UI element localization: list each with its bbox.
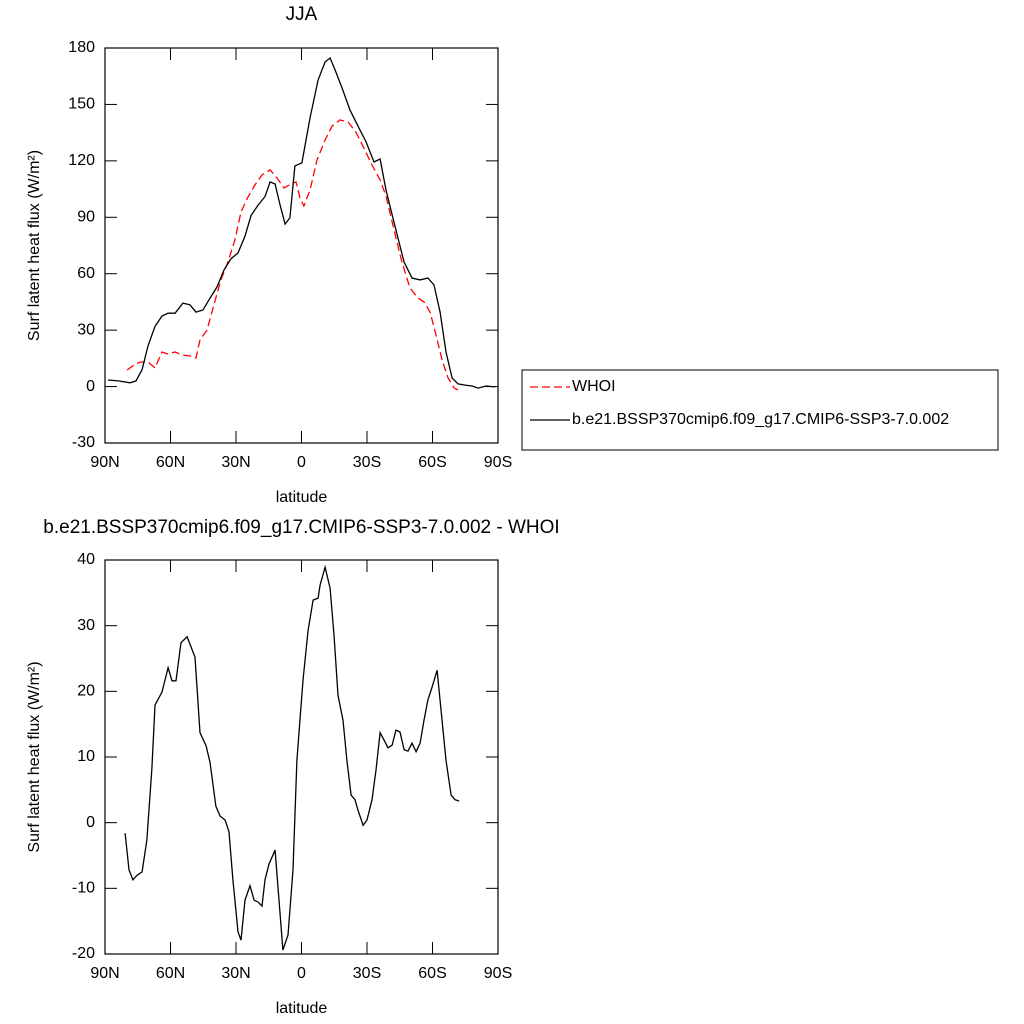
y-tick-label: 150 — [68, 96, 95, 113]
x-tick-label: 90S — [484, 965, 512, 982]
legend-box — [521, 369, 999, 451]
x-tick-label: 0 — [297, 965, 306, 982]
x-tick-label: 90S — [484, 454, 512, 471]
y-tick-label: -20 — [72, 945, 95, 962]
x-tick-label: 0 — [297, 454, 306, 471]
y-axis-label: Surf latent heat flux (W/m²) — [26, 661, 43, 852]
x-tick-label: 60N — [156, 965, 185, 982]
plot-frame — [104, 47, 499, 444]
y-tick-label: 0 — [86, 378, 95, 395]
data-line — [126, 119, 459, 391]
y-tick-label: 40 — [77, 551, 95, 568]
x-axis-label: latitude — [276, 1000, 328, 1017]
x-tick-label: 60N — [156, 454, 185, 471]
legend-label: WHOI — [572, 378, 616, 395]
y-tick-label: 180 — [68, 39, 95, 56]
y-tick-label: 30 — [77, 321, 95, 338]
x-axis-label: latitude — [276, 489, 328, 506]
x-tick-label: 30S — [353, 965, 381, 982]
y-tick-label: -10 — [72, 880, 95, 897]
y-tick-label: 10 — [77, 748, 95, 765]
data-line — [108, 56, 496, 389]
y-tick-label: -30 — [72, 434, 95, 451]
chart-title: b.e21.BSSP370cmip6.f09_g17.CMIP6-SSP3-7.… — [43, 517, 559, 538]
x-tick-label: 90N — [90, 454, 119, 471]
plot-frame — [104, 559, 499, 955]
y-tick-label: 0 — [86, 814, 95, 831]
legend-label: b.e21.BSSP370cmip6.f09_g17.CMIP6-SSP3-7.… — [572, 411, 949, 428]
chart-title: JJA — [286, 4, 318, 25]
y-tick-label: 60 — [77, 265, 95, 282]
x-tick-label: 90N — [90, 965, 119, 982]
x-tick-label: 30N — [221, 454, 250, 471]
x-tick-label: 30N — [221, 965, 250, 982]
legend: WHOI b.e21.BSSP370cmip6.f09_g17.CMIP6-SSP… — [521, 369, 999, 451]
y-axis-label: Surf latent heat flux (W/m²) — [26, 150, 43, 341]
x-tick-label: 60S — [418, 965, 446, 982]
y-tick-label: 90 — [77, 209, 95, 226]
y-tick-label: 120 — [68, 152, 95, 169]
y-tick-label: 30 — [77, 617, 95, 634]
x-tick-label: 60S — [418, 454, 446, 471]
x-tick-label: 30S — [353, 454, 381, 471]
y-tick-label: 20 — [77, 683, 95, 700]
data-line — [124, 564, 460, 951]
